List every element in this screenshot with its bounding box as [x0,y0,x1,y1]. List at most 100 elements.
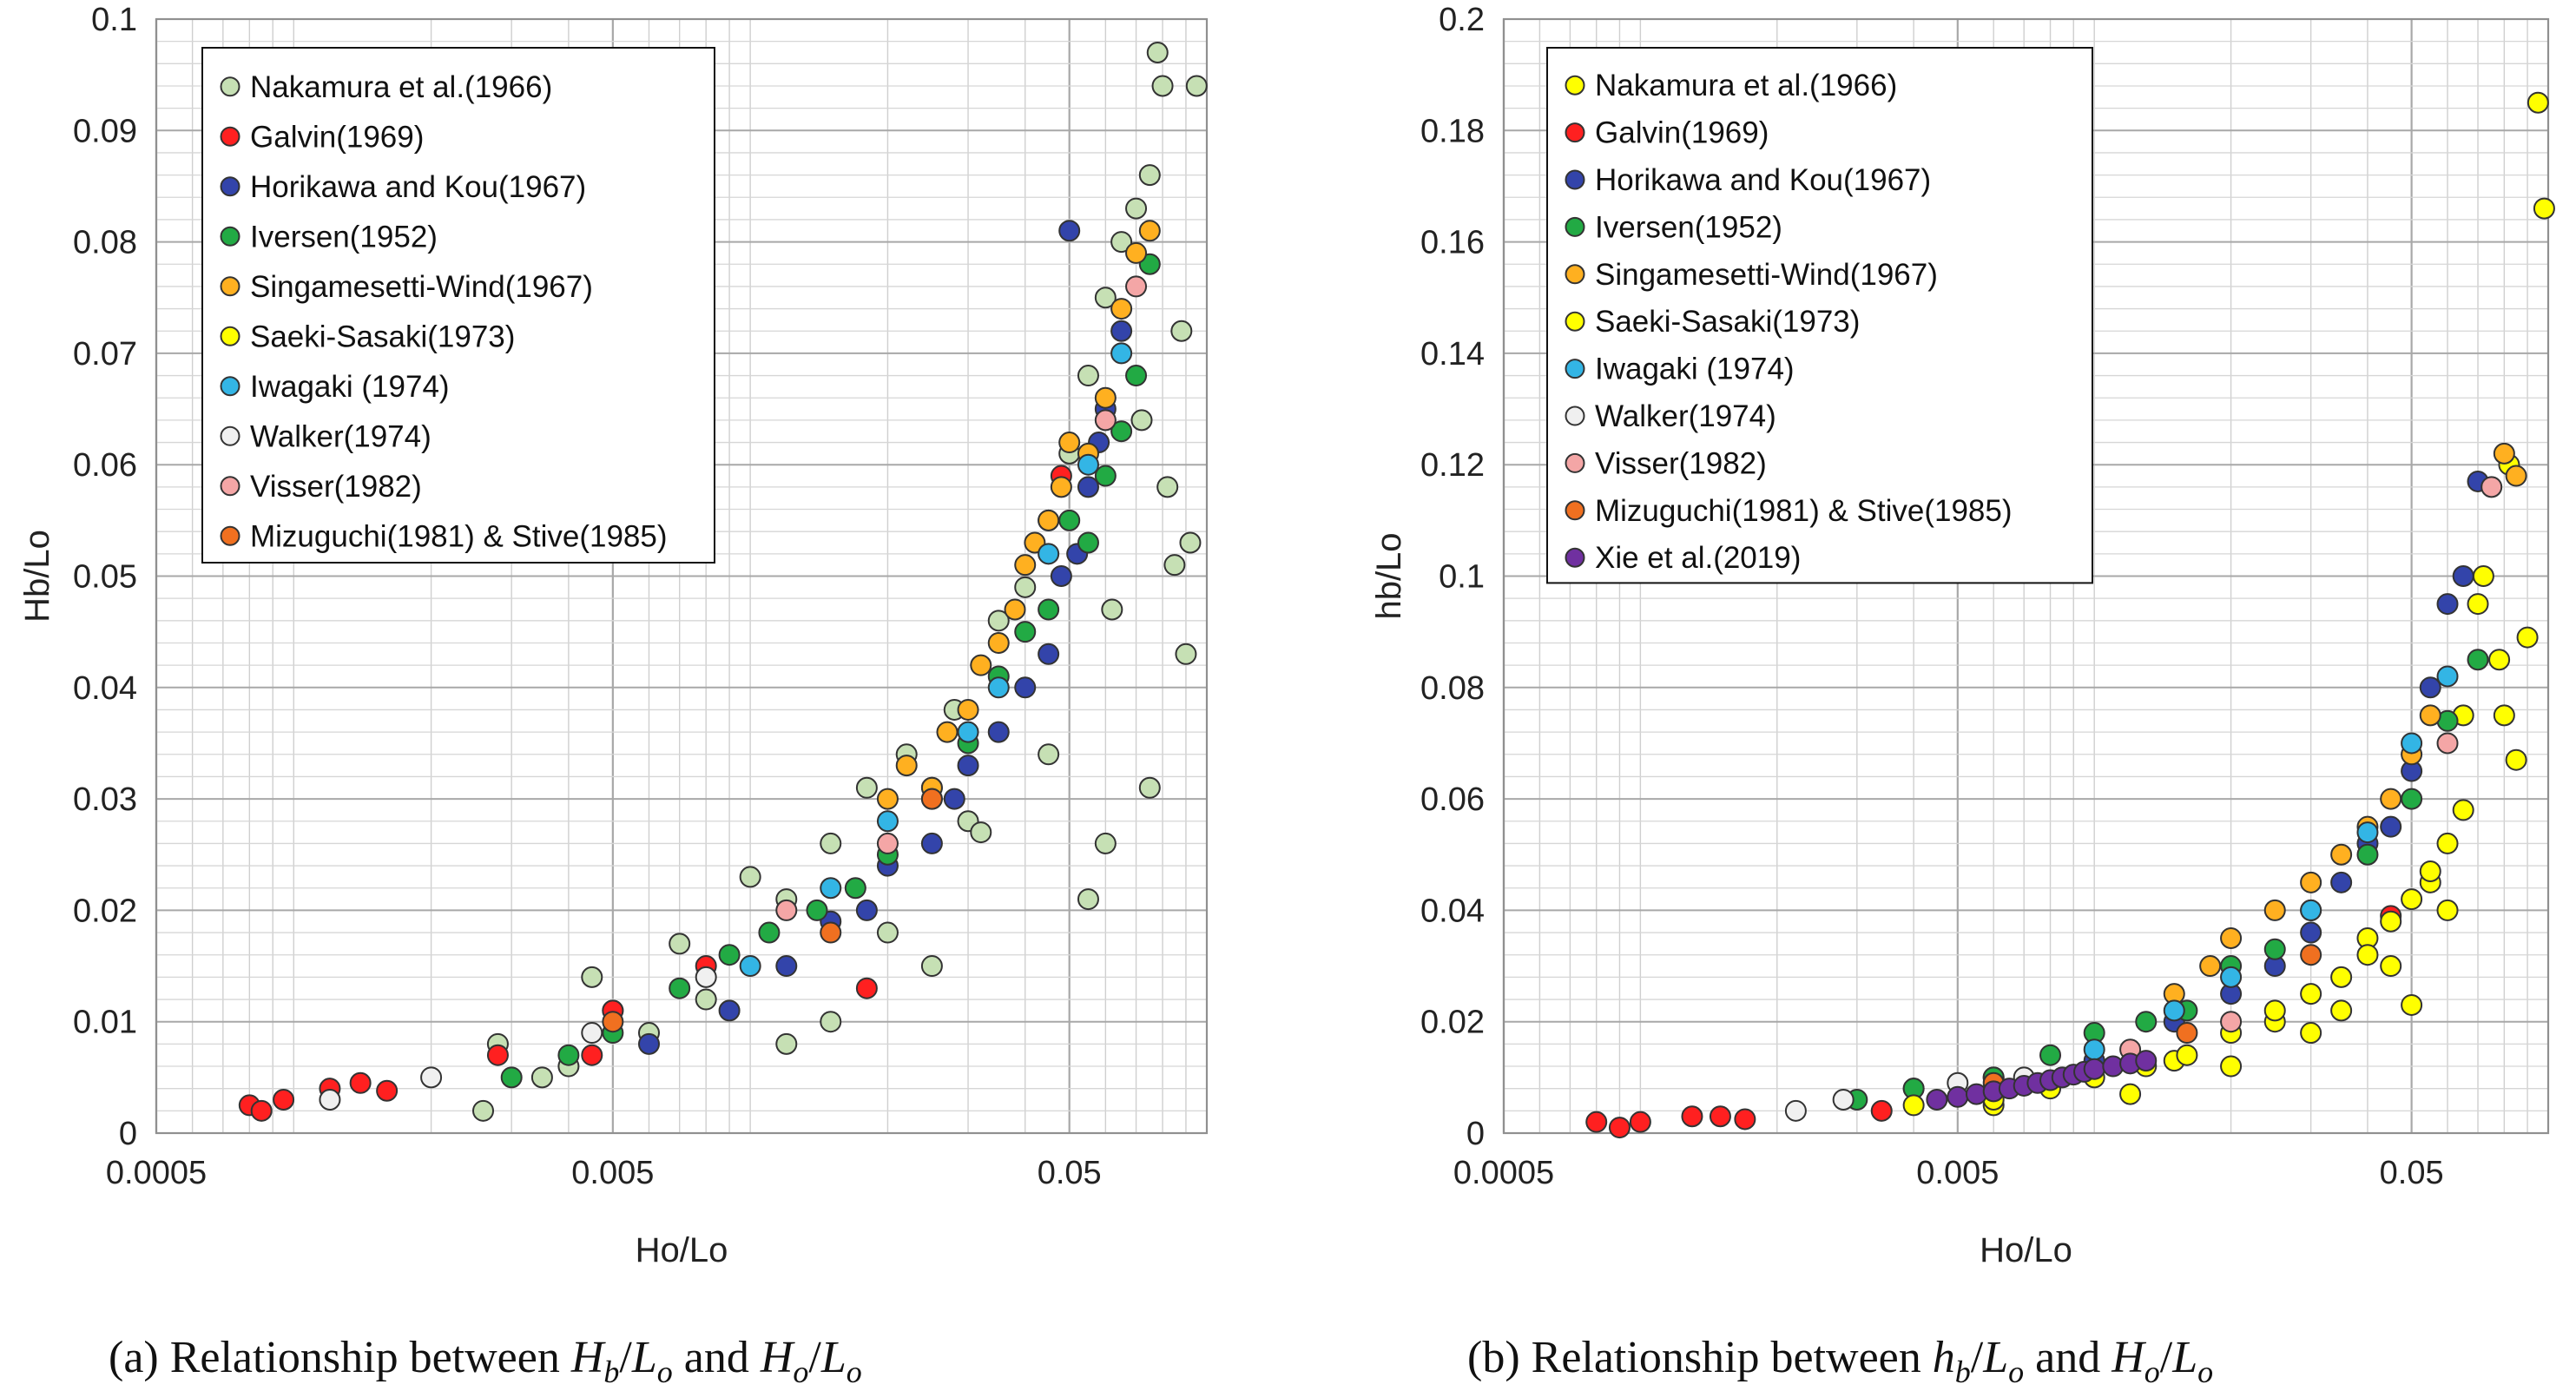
x-tick-label: 0.005 [571,1155,654,1191]
data-point [2533,197,2555,220]
data-point [1926,1089,1948,1111]
series-walker-1974 [319,966,717,1111]
legend: Nakamura et al.(1966) Galvin(1969) Horikaw… [201,47,715,564]
data-point [820,1011,842,1033]
data-point [2419,860,2441,882]
series-saeki-sasaki-1973 [1902,799,2474,1117]
data-point [2380,955,2402,978]
legend-label: Nakamura et al.(1966) [250,70,552,104]
data-point [876,921,899,944]
legend-label: Iversen(1952) [1595,210,1782,244]
data-point [2436,832,2459,854]
data-point [2356,843,2379,866]
series-iversen-1952 [500,253,1161,1089]
data-point [739,955,761,978]
legend-label: Saeki-Sasaki(1973) [250,320,515,353]
data-point [1110,420,1133,443]
caption-b: (b) Relationship between hb/Lo and Ho/Lo [1467,1333,2213,1389]
data-point [775,1032,798,1055]
data-point [1870,1099,1893,1122]
data-point [2419,704,2441,727]
legend-marker [220,176,240,197]
data-point [920,832,943,854]
legend-label: Galvin(1969) [250,120,424,154]
data-point [920,955,943,978]
data-point [1629,1111,1651,1133]
series-visser-1982 [775,275,1148,921]
y-tick-label: 0.06 [73,447,137,484]
data-point [1151,75,1174,97]
data-point [637,1032,660,1055]
data-point [1014,676,1037,699]
legend-label: Horikawa and Kou(1967) [250,170,586,204]
legend-marker [1565,547,1585,568]
chart-panel-b: 0 0.02 0.04 0.06 0.08 0.1 0.12 0.14 0.16 0.18 0.2 0… [1370,2,2555,1269]
data-point [472,1099,495,1122]
data-point [1175,643,1197,665]
data-point [2263,999,2286,1022]
data-point [2472,565,2494,587]
data-point [2199,955,2222,978]
data-point [2516,626,2539,649]
data-point [486,1044,509,1066]
series-xie-et-al-2019 [1926,1050,2158,1111]
x-tick-label: 0.0005 [1453,1155,1554,1191]
data-point [2467,593,2489,616]
series-mizuguchi-1981-stive-1985 [602,788,943,1033]
legend-marker [220,376,240,397]
legend-label: Walker(1974) [250,419,432,453]
y-tick-label: 0.05 [73,559,137,596]
data-point [876,810,899,833]
y-tick-label: 0.1 [91,2,137,38]
data-point [2505,465,2527,487]
y-tick-label: 0.08 [73,225,137,261]
legend-label: Visser(1982) [1595,446,1767,480]
data-point [581,1022,603,1045]
data-point [2380,788,2402,810]
legend: Nakamura et al.(1966) Galvin(1969) Horikaw… [1546,47,2093,584]
data-point [957,755,979,777]
data-point [987,610,1010,632]
data-point [970,654,992,676]
data-point [1038,543,1060,565]
data-point [2401,732,2423,755]
legend-label: Singamesetti-Wind(1967) [250,270,593,304]
data-point [1038,509,1060,531]
data-point [820,877,842,900]
x-axis-title: Ho/Lo [1980,1231,2072,1269]
legend-marker [1565,452,1585,473]
data-point [669,977,691,999]
data-point [1004,598,1026,621]
x-axis-title: Ho/Lo [636,1231,728,1269]
data-point [581,1044,603,1066]
data-point [2436,593,2459,616]
data-point [2401,788,2423,810]
data-point [1784,1099,1807,1122]
data-point [581,966,603,988]
data-point [2493,442,2515,465]
data-point [1101,598,1123,621]
data-point [1138,220,1161,242]
y-tick-label: 0.1 [1439,559,1485,596]
data-point [2493,704,2515,727]
legend-label: Iversen(1952) [250,220,438,254]
legend-marker [220,226,240,247]
data-point [895,755,918,777]
data-point [2176,1044,2198,1066]
data-point [1038,643,1060,665]
data-point [1125,197,1148,220]
data-point [775,899,798,921]
series-galvin-1969 [1585,905,2402,1139]
data-point [2135,1050,2158,1072]
data-point [2452,565,2474,587]
plot-frame [1502,17,2550,1135]
data-point [1058,220,1081,242]
data-point [855,977,878,999]
legend-marker [1565,75,1585,96]
data-point [2220,926,2243,949]
legend-marker [220,276,240,297]
legend-label: Singamesetti-Wind(1967) [1595,258,1938,292]
data-point [2380,815,2402,838]
data-point [1170,320,1193,342]
data-point [1110,342,1133,365]
